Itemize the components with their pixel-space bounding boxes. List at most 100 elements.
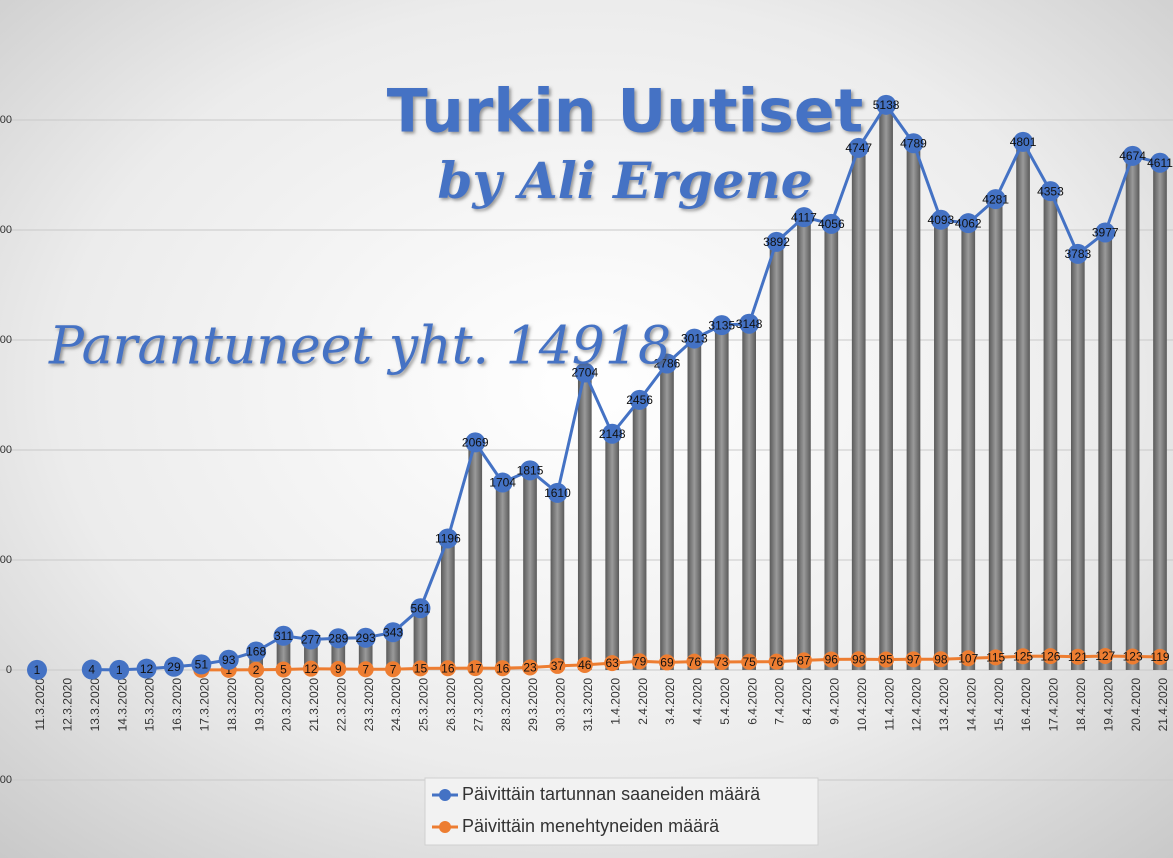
bar [660,363,674,670]
data-label: 17 [469,661,483,675]
x-tick-label: 26.3.2020 [444,678,458,732]
point [357,661,374,678]
data-label: 1704 [489,476,516,490]
point [520,460,541,481]
x-tick-label: 22.3.2020 [334,678,348,732]
data-label: 4353 [1037,184,1064,198]
bar [523,470,537,670]
plot: 1125129771516171623374663796976737576879… [27,94,1173,680]
bar [441,538,455,670]
point [850,651,867,668]
data-label: 16 [496,661,510,675]
bar [742,323,756,670]
point [766,231,787,252]
x-tick-label: 29.3.2020 [526,678,540,732]
point [602,423,623,444]
point [795,652,812,669]
x-tick-label: 23.3.2020 [362,678,376,732]
bar [1125,155,1140,671]
point [330,661,347,678]
point [821,213,842,234]
point [246,641,267,662]
bar [961,223,976,670]
data-label: 4789 [900,136,927,150]
data-label: 98 [852,652,866,666]
data-label: 2069 [462,436,489,450]
bar [1016,141,1030,670]
point [273,625,294,646]
data-label: 1196 [435,532,461,546]
data-label: 277 [301,633,321,647]
point [248,661,265,678]
point [1124,648,1141,665]
data-label: 2786 [654,357,681,371]
x-tick-label: 17.4.2020 [1047,678,1061,732]
data-label: 1 [116,663,123,677]
point [1015,648,1032,665]
point [385,661,402,678]
x-tick-label: 3.4.2020 [663,678,677,725]
x-tick-label: 11.3.2020 [33,678,47,731]
x-tick-label: 6.4.2020 [745,678,759,725]
data-label: 2704 [571,366,598,380]
point [109,659,130,680]
point [1122,145,1143,166]
data-label: 4801 [1010,135,1037,149]
y-tick-label: 0 [6,664,12,676]
data-label: 3977 [1092,226,1119,240]
bar [605,433,620,670]
point [574,362,595,383]
data-label: 4611 [1147,156,1173,170]
bar [577,372,592,670]
x-tick-label: 15.3.2020 [143,678,157,732]
x-tick-label: 16.3.2020 [170,678,184,732]
legend-label: Päivittäin tartunnan saaneiden määrä [462,784,761,804]
point [355,627,376,648]
point [711,315,732,336]
data-label: 561 [410,601,430,615]
x-tick-label: 11.4.2020 [882,678,896,731]
data-label: 46 [578,658,592,672]
annotation-subtitle: by Ali Ergene [438,151,813,210]
x-tick-label: 21.4.2020 [1156,678,1170,732]
x-tick-label: 31.3.2020 [581,678,595,732]
data-label: 96 [825,653,839,667]
data-label: 73 [715,655,729,669]
point [903,133,924,154]
data-label: 2148 [599,427,626,441]
point [1067,243,1088,264]
point [1152,648,1168,665]
x-tick-label: 19.3.2020 [252,678,266,732]
bar [714,325,729,670]
x-tick-label: 15.4.2020 [992,678,1006,732]
point [437,528,458,549]
x-tick-label: 13.3.2020 [88,678,102,732]
x-tick-label: 21.3.2020 [307,678,321,732]
data-label: 293 [356,631,376,645]
data-label: 87 [797,654,811,668]
point [604,655,621,672]
point [302,660,319,677]
point [300,629,321,650]
bar [1070,253,1085,670]
data-label: 4 [88,663,95,677]
point [576,656,593,673]
point [848,137,869,158]
point [823,651,840,668]
x-tick-label: 20.3.2020 [280,678,294,732]
x-tick-label: 14.3.2020 [115,678,129,732]
point [549,657,566,674]
x-tick-label: 17.3.2020 [198,678,212,732]
data-label: 1815 [517,464,544,478]
x-tick-label: 14.4.2020 [964,678,978,732]
data-label: 3783 [1064,247,1091,261]
x-tick-label: 25.3.2020 [417,678,431,732]
legend: Päivittäin tartunnan saaneiden määrä Päiv… [424,777,819,846]
point [741,653,758,670]
point [686,653,703,670]
data-label: 107 [958,651,978,665]
point [1040,181,1061,202]
data-label: 4674 [1119,149,1146,163]
data-label: 75 [742,655,756,669]
annotation-title: Turkin Uutiset [387,77,863,147]
